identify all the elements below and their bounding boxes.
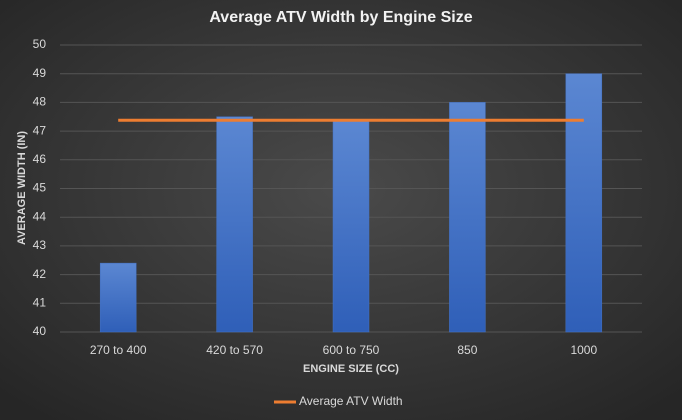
x-tick-label: 1000 [570,343,597,357]
y-tick-label: 47 [33,123,47,137]
bar [449,102,486,333]
y-tick-label: 45 [33,181,47,195]
y-tick-label: 40 [33,324,47,338]
bar [99,262,137,333]
y-tick-label: 49 [33,66,47,80]
chart-title: Average ATV Width by Engine Size [209,9,472,26]
bar [565,73,603,333]
legend-label: Average ATV Width [299,394,403,408]
x-tick-label: 270 to 400 [90,343,147,357]
bar [216,116,253,333]
y-tick-label: 50 [33,37,47,51]
bar [332,120,370,333]
y-tick-label: 46 [33,152,47,166]
x-tick-label: 420 to 570 [206,343,263,357]
y-tick-label: 42 [33,267,47,281]
x-axis-title: ENGINE SIZE (CC) [303,363,399,375]
y-tick-label: 43 [33,238,47,252]
y-tick-label: 48 [33,95,47,109]
y-axis-title: AVERAGE WIDTH (IN) [16,131,28,245]
x-tick-label: 600 to 750 [323,343,380,357]
y-tick-label: 44 [33,209,47,223]
x-tick-label: 850 [457,343,477,357]
y-tick-label: 41 [33,295,47,309]
